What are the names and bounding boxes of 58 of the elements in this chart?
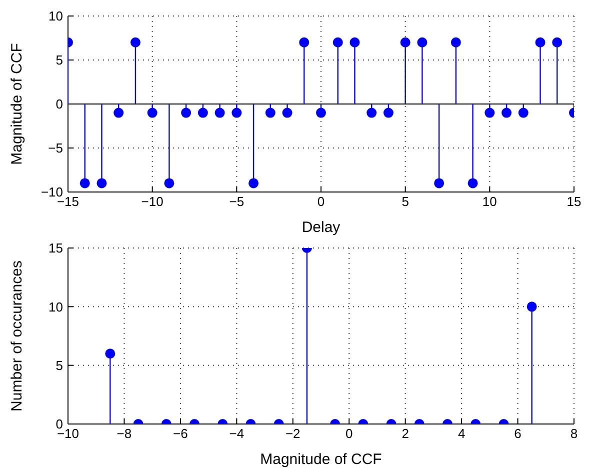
point bbox=[214, 108, 225, 118]
x-tick-label: 10 bbox=[482, 194, 497, 210]
point bbox=[114, 108, 124, 118]
point bbox=[130, 37, 140, 48]
point bbox=[526, 302, 537, 312]
y-tick-label: 5 bbox=[56, 52, 63, 68]
point bbox=[80, 178, 90, 188]
x-tick-label: 0 bbox=[317, 194, 325, 210]
y-tick-label: 5 bbox=[56, 358, 63, 373]
point bbox=[181, 108, 192, 118]
y-tick-label: 10 bbox=[48, 8, 63, 24]
point bbox=[434, 178, 444, 188]
point bbox=[383, 108, 394, 118]
point bbox=[535, 37, 546, 48]
point bbox=[198, 108, 208, 118]
x-tick-label: 15 bbox=[566, 194, 582, 210]
point bbox=[164, 178, 174, 188]
y-tick-label: −5 bbox=[48, 140, 63, 156]
point bbox=[248, 178, 259, 188]
point bbox=[400, 37, 410, 48]
x-tick-label: −2 bbox=[285, 426, 300, 442]
x-tick-label: 2 bbox=[402, 426, 409, 442]
x-tick-label: −4 bbox=[229, 426, 244, 442]
point bbox=[332, 37, 343, 48]
point bbox=[417, 37, 428, 48]
y-axis-title: Number of occurances bbox=[8, 260, 26, 412]
x-tick-label: −10 bbox=[141, 194, 164, 210]
y-tick-label: 0 bbox=[56, 96, 63, 112]
point bbox=[96, 178, 107, 188]
point bbox=[265, 108, 276, 118]
x-tick-label: 5 bbox=[402, 194, 409, 210]
x-tick-label: −6 bbox=[173, 426, 188, 442]
y-tick-label: 10 bbox=[48, 299, 63, 314]
y-tick-label: 0 bbox=[56, 416, 63, 432]
x-tick-label: 8 bbox=[570, 426, 578, 442]
x-tick-label: −5 bbox=[229, 194, 244, 210]
x-axis-title: Magnitude of CCF bbox=[260, 451, 382, 468]
point bbox=[299, 37, 310, 48]
point bbox=[105, 348, 116, 359]
point bbox=[316, 108, 326, 118]
x-tick-label: −8 bbox=[116, 426, 132, 442]
point bbox=[450, 37, 461, 48]
y-axis-title: Magnitude of CCF bbox=[8, 43, 26, 165]
point bbox=[502, 108, 512, 118]
y-tick-label: 15 bbox=[48, 240, 63, 256]
point bbox=[468, 178, 478, 188]
point bbox=[366, 108, 377, 118]
point bbox=[484, 108, 495, 118]
point bbox=[232, 108, 242, 118]
point bbox=[147, 108, 158, 118]
x-tick-label: 0 bbox=[345, 426, 353, 442]
point bbox=[552, 37, 562, 48]
x-tick-label: 6 bbox=[514, 426, 522, 442]
x-axis-title: Delay bbox=[302, 219, 341, 236]
point bbox=[518, 108, 528, 118]
x-tick-label: 4 bbox=[458, 426, 466, 442]
point bbox=[350, 37, 360, 48]
point bbox=[282, 108, 292, 118]
